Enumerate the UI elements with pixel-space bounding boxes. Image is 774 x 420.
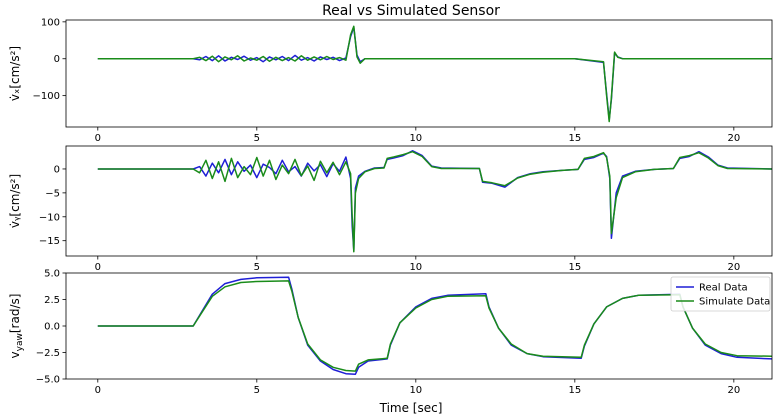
y-axis-title-vx: v̇ₓ[cm/s²] [8,46,22,101]
plot-frame [65,145,773,257]
legend-label: Real Data [699,283,748,294]
x-tick-label: 5 [254,133,260,144]
x-tick-label: 5 [254,262,260,273]
chart-title: Real vs Simulated Sensor [322,3,500,19]
x-tick-label: 20 [727,385,740,396]
x-tick-label: 10 [409,133,422,144]
y-tick-label: −10 [39,212,60,223]
y-tick-label: 2.5 [44,295,60,306]
series-line-real-vx [97,26,772,121]
series-line-simulate-vyaw [97,280,773,372]
x-tick-label: 0 [95,262,101,273]
y-tick-label: −100 [33,91,60,102]
x-tick-label: 0 [95,133,101,144]
plot-frame [65,19,773,128]
y-tick-label: 0 [54,164,60,175]
x-tick-label: 0 [95,385,101,396]
x-tick-label: 20 [727,133,740,144]
y-tick-label: −5 [45,188,60,199]
y-tick-label: 5.0 [44,269,60,280]
legend: Real Data Simulate Data [670,276,771,312]
y-tick-label: −5.0 [36,375,60,386]
y-tick-label: 100 [41,17,60,28]
series-line-simulate-vx [97,25,772,123]
series-line-simulate-vy [97,150,773,253]
series-line-real-vy [97,150,773,252]
legend-box [670,276,771,312]
x-axis-title: Time [sec] [379,401,443,415]
panel-vyaw: 0 5 10 15 20 5.0 2.5 0.0 −2.5 −5.0 vyaw[rad/s] [8,269,773,396]
x-tick-label: 15 [568,133,581,144]
x-tick-label: 20 [727,262,740,273]
y-tick-label: −15 [39,236,60,247]
panel-vy: 0 5 10 15 20 0 −5 −10 −15 v̇ᵧ[cm/s²] [8,145,773,273]
x-tick-label: 15 [568,385,581,396]
y-axis-title-vy: v̇ᵧ[cm/s²] [8,174,22,228]
y-tick-label: −2.5 [36,348,60,359]
x-tick-label: 15 [568,262,581,273]
y-tick-label: 0.0 [44,322,60,333]
y-axis-title-vyaw: vyaw[rad/s] [8,294,25,359]
x-tick-label: 5 [254,385,260,396]
panel-vx: 0 5 10 15 20 100 0 −100 v̇ₓ[cm/s²] [8,17,773,144]
x-tick-label: 10 [409,385,422,396]
legend-label: Simulate Data [699,297,770,308]
y-tick-label: 0 [54,54,60,65]
x-tick-label: 10 [409,262,422,273]
